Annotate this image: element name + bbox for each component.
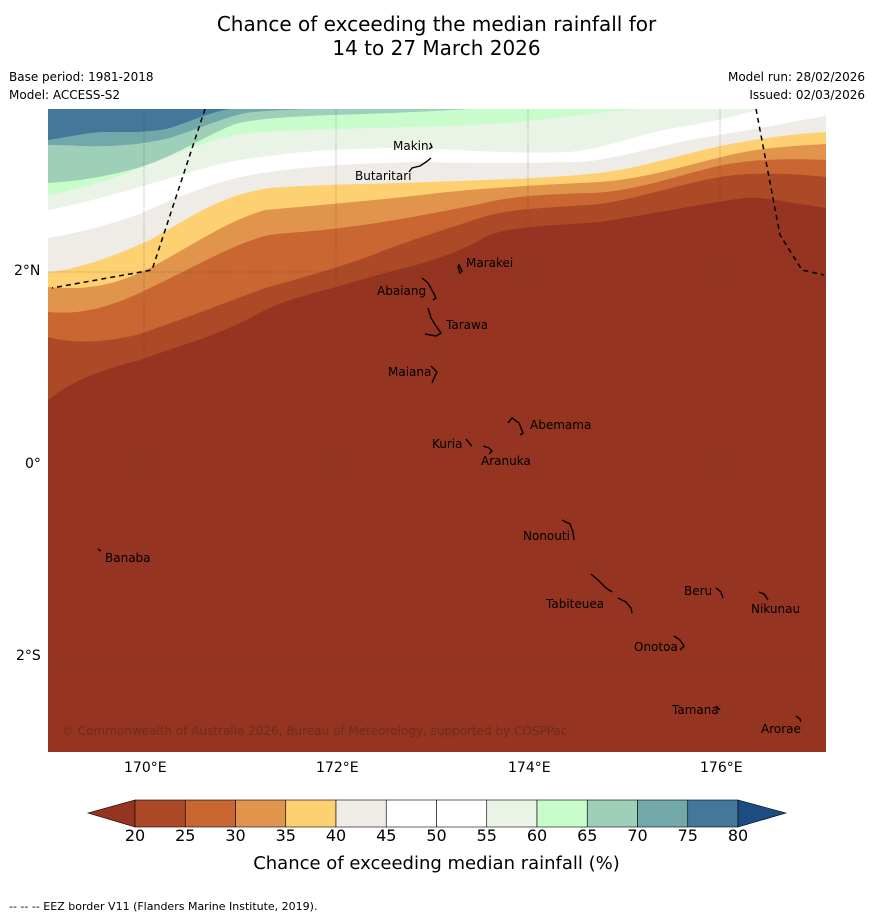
eez-border [51,109,825,289]
colorbar-tick-45: 45 [376,826,397,845]
place-label-tabiteuea: Tabiteuea [546,597,605,611]
place-label-makin: Makin [393,139,429,153]
colorbar-box-25-30 [184,799,236,828]
colorbar-box-60-65 [536,799,588,828]
place-label-aranuka: Aranuka [481,454,531,468]
colorbar-title: Chance of exceeding median rainfall (%) [253,853,620,874]
place-label-abaiang: Abaiang [377,284,427,298]
island-marakei [457,263,463,275]
colorbar-tick-75: 75 [677,826,698,845]
island-nikunau [758,591,769,601]
colorbar-tick-20: 20 [124,826,146,845]
place-label-kuria: Kuria [432,437,463,451]
place-label-butaritari: Butaritari [355,169,412,183]
island-onotoa [673,635,685,651]
colorbar-tick-35: 35 [275,826,296,845]
island-abemama [507,417,524,436]
place-label-banaba: Banaba [105,551,151,565]
band-75-80 [48,109,230,140]
lon-label-176: 176°E [700,760,743,776]
colorbar-tick-60: 60 [526,826,548,845]
island-aranuka [482,445,493,455]
island-butaritari [408,157,432,173]
island-tamana [715,705,721,711]
meta-left: Base period: 1981-2018 Model: ACCESS-S2 [9,68,154,104]
place-label-nonouti: Nonouti [523,529,570,543]
place-label-beru: Beru [684,584,713,598]
copyright-notice: © Commonwealth of Australia 2026, Bureau… [62,724,568,738]
colorbar-box-35-40 [285,799,337,828]
colorbar-tick-55: 55 [476,826,497,845]
base-period: Base period: 1981-2018 [9,70,154,84]
issued-date: Issued: 02/03/2026 [749,88,865,102]
island-nonouti [561,519,575,541]
lat-label-0: 0° [25,456,41,472]
island-tabiteuea [590,573,633,614]
probability-contours [48,109,826,752]
colorbar-box-70-75 [637,799,689,828]
lon-label-172: 172°E [316,760,359,776]
lon-label-174: 174°E [508,760,551,776]
colorbar-tick-80: 80 [727,826,749,845]
map-title: Chance of exceeding the median rainfall … [0,12,873,60]
place-label-marakei: Marakei [466,256,514,270]
place-label-onotoa: Onotoa [634,640,678,654]
island-arorae [795,715,802,723]
model-name: Model: ACCESS-S2 [9,88,121,102]
colorbar-tick-65: 65 [577,826,598,845]
colorbar-tick-40: 40 [325,826,347,845]
eez-legend-footer: -- -- -- EEZ border V11 (Flanders Marine… [9,900,318,913]
island-makin [428,142,433,150]
colorbar-box-45-50 [385,799,437,828]
island-kuria [465,438,473,447]
colorbar-over-arrow [737,799,788,828]
place-label-maiana: Maiana [388,365,432,379]
colorbar-tick-30: 30 [225,826,246,845]
place-label-tamana: Tamana [672,703,719,717]
colorbar-box-50-55 [436,799,488,828]
model-run: Model run: 28/02/2026 [727,70,865,84]
island-abaiang [421,277,437,301]
island-tarawa [424,307,443,337]
place-label-abemama: Abemama [530,418,592,432]
title-line-1: Chance of exceeding the median rainfall … [216,12,657,36]
place-label-arorae: Arorae [761,722,801,736]
island-outlines [97,142,802,723]
lon-label-170: 170°E [124,760,167,776]
colorbar-box-55-60 [486,799,538,828]
colorbar [86,799,788,828]
place-label-nikunau: Nikunau [751,602,801,616]
meta-right: Model run: 28/02/2026 Issued: 02/03/2026 [728,68,865,104]
place-label-tarawa: Tarawa [446,318,489,332]
colorbar-box-30-35 [235,799,287,828]
colorbar-tick-70: 70 [627,826,648,845]
island-maiana [430,365,438,384]
colorbar-under-arrow [86,799,136,828]
colorbar-tick-25: 25 [175,826,196,845]
colorbar-box-75-80 [687,799,739,828]
colorbar-tick-50: 50 [426,826,447,845]
graticule [48,109,826,752]
title-line-2: 14 to 27 March 2026 [332,36,541,60]
colorbar-box-40-45 [335,799,387,828]
island-banaba [97,548,102,552]
lat-label-2n: 2°N [14,263,41,279]
colorbar-box-65-70 [586,799,638,828]
lat-label-2s: 2°S [16,648,41,664]
colorbar-box-20-25 [134,799,186,828]
island-beru [715,587,724,599]
colorbar-boxes [134,799,739,828]
